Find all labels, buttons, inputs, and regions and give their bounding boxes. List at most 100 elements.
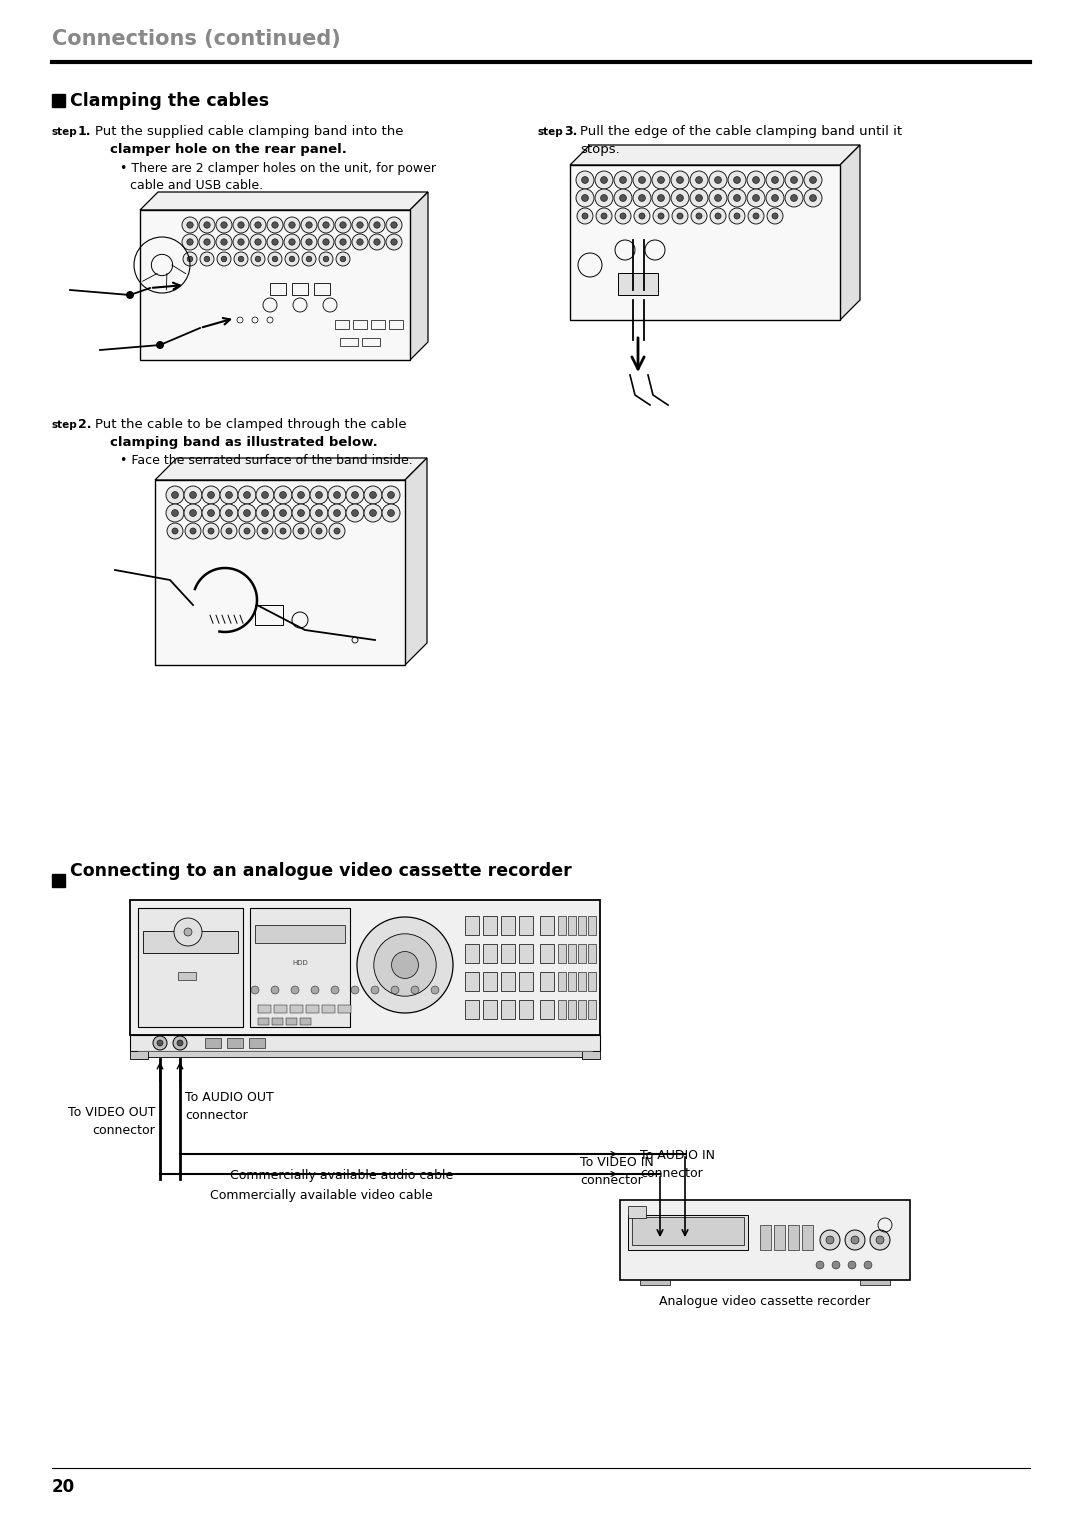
Circle shape — [272, 238, 279, 246]
Circle shape — [581, 194, 589, 202]
Circle shape — [257, 524, 273, 539]
Circle shape — [207, 492, 215, 498]
Circle shape — [267, 217, 283, 234]
Bar — [258, 1005, 271, 1012]
Bar — [300, 1019, 311, 1025]
Text: 2.: 2. — [78, 418, 92, 431]
Circle shape — [766, 171, 784, 189]
Text: 1.: 1. — [78, 125, 92, 137]
Circle shape — [388, 492, 394, 498]
Circle shape — [330, 986, 339, 994]
Circle shape — [638, 194, 646, 202]
Circle shape — [172, 492, 178, 498]
Circle shape — [369, 217, 384, 234]
Bar — [558, 916, 566, 935]
Circle shape — [391, 238, 397, 246]
Circle shape — [753, 212, 759, 218]
Circle shape — [288, 221, 295, 228]
Circle shape — [577, 208, 593, 224]
Circle shape — [340, 257, 346, 261]
Circle shape — [256, 486, 274, 504]
Circle shape — [217, 252, 231, 266]
Text: step: step — [538, 127, 564, 137]
Circle shape — [386, 217, 402, 234]
Circle shape — [316, 528, 322, 534]
Circle shape — [615, 171, 632, 189]
Circle shape — [126, 292, 134, 299]
Circle shape — [620, 177, 626, 183]
Circle shape — [280, 528, 286, 534]
Bar — [258, 1019, 269, 1025]
Text: Pull the edge of the cable clamping band until it: Pull the edge of the cable clamping band… — [580, 125, 902, 137]
Circle shape — [431, 986, 438, 994]
Circle shape — [216, 234, 232, 250]
Text: HDD: HDD — [292, 960, 308, 967]
Bar — [372, 321, 384, 328]
Bar — [568, 916, 576, 935]
Bar — [465, 1000, 480, 1019]
Circle shape — [771, 194, 779, 202]
Circle shape — [747, 189, 765, 208]
Polygon shape — [140, 211, 410, 360]
Circle shape — [696, 212, 702, 218]
Bar — [130, 1035, 600, 1051]
Polygon shape — [570, 165, 840, 321]
Circle shape — [851, 1235, 859, 1245]
Circle shape — [729, 208, 745, 224]
Circle shape — [216, 217, 232, 234]
Circle shape — [634, 208, 650, 224]
Bar — [143, 931, 238, 953]
Text: Put the supplied cable clamping band into the: Put the supplied cable clamping band int… — [95, 125, 404, 137]
Circle shape — [184, 928, 192, 936]
Bar — [519, 1000, 534, 1019]
Circle shape — [340, 238, 347, 246]
Circle shape — [233, 234, 249, 250]
Circle shape — [184, 486, 202, 504]
Text: Connecting to an analogue video cassette recorder: Connecting to an analogue video cassette… — [70, 863, 571, 880]
Bar — [760, 1225, 771, 1251]
Circle shape — [369, 234, 384, 250]
Circle shape — [203, 524, 219, 539]
Circle shape — [633, 171, 651, 189]
Circle shape — [249, 217, 266, 234]
Text: 20: 20 — [52, 1478, 76, 1496]
Bar — [130, 1051, 148, 1060]
Circle shape — [748, 208, 764, 224]
Circle shape — [356, 221, 363, 228]
Circle shape — [653, 208, 669, 224]
Text: connector: connector — [640, 1167, 703, 1180]
Circle shape — [285, 252, 299, 266]
Circle shape — [595, 189, 613, 208]
Bar — [274, 1005, 287, 1012]
Bar — [519, 973, 534, 991]
Bar — [627, 1206, 646, 1219]
Circle shape — [369, 492, 377, 498]
Bar — [227, 1038, 243, 1048]
Text: connector: connector — [92, 1124, 156, 1138]
Circle shape — [832, 1261, 840, 1269]
Circle shape — [820, 1231, 840, 1251]
Circle shape — [346, 486, 364, 504]
Circle shape — [791, 194, 797, 202]
Circle shape — [638, 177, 646, 183]
Circle shape — [728, 189, 746, 208]
Circle shape — [221, 257, 227, 261]
Circle shape — [676, 177, 684, 183]
Bar — [568, 1000, 576, 1019]
Circle shape — [251, 252, 265, 266]
Circle shape — [208, 528, 214, 534]
Circle shape — [204, 257, 210, 261]
Circle shape — [306, 238, 312, 246]
Polygon shape — [156, 458, 427, 479]
Circle shape — [845, 1231, 865, 1251]
Polygon shape — [570, 145, 860, 165]
Text: cable and USB cable.: cable and USB cable. — [122, 179, 264, 192]
Circle shape — [620, 212, 626, 218]
Circle shape — [275, 524, 291, 539]
Circle shape — [318, 234, 334, 250]
Bar — [640, 1280, 670, 1286]
Circle shape — [226, 492, 232, 498]
Circle shape — [239, 524, 255, 539]
Polygon shape — [405, 458, 427, 664]
Circle shape — [220, 504, 238, 522]
